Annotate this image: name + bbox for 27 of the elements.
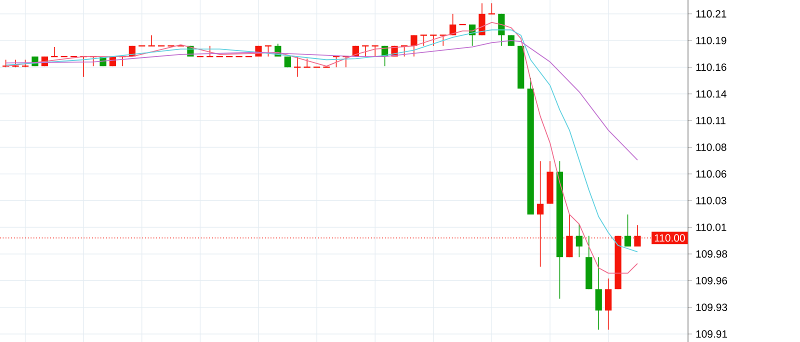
line-series — [5, 40, 638, 161]
candlestick — [430, 34, 438, 46]
y-tick-label: 110.19 — [696, 36, 726, 44]
y-tick-label: 109.96 — [696, 276, 728, 284]
y-tick-label: 110.01 — [696, 224, 726, 231]
candlestick — [420, 34, 428, 46]
y-tick-label: 110.16 — [696, 64, 726, 71]
candlestick — [576, 224, 582, 258]
y-tick-label: 109.98 — [696, 250, 728, 258]
candlestick — [605, 278, 612, 330]
candlestick — [595, 256, 602, 330]
y-tick-label: 109.93 — [696, 304, 728, 312]
y-tick-label: 110.14 — [696, 90, 726, 98]
candlestick — [439, 34, 448, 46]
candlestick — [410, 34, 418, 57]
candlestick — [624, 214, 632, 247]
candlestick — [478, 2, 486, 36]
y-tick-label: 110.03 — [696, 196, 726, 204]
y-tick-label: 110.21 — [696, 10, 726, 18]
y-tick-label: 110.08 — [696, 144, 726, 151]
y-tick-label: 109.91 — [696, 330, 728, 338]
candlestick — [537, 160, 544, 268]
ref-line-label: 110.00 — [654, 234, 685, 242]
y-tick-label: 110.06 — [696, 170, 726, 178]
y-tick-label: 110.11 — [696, 116, 726, 124]
candlestick — [303, 58, 311, 68]
candlestick — [293, 56, 302, 78]
